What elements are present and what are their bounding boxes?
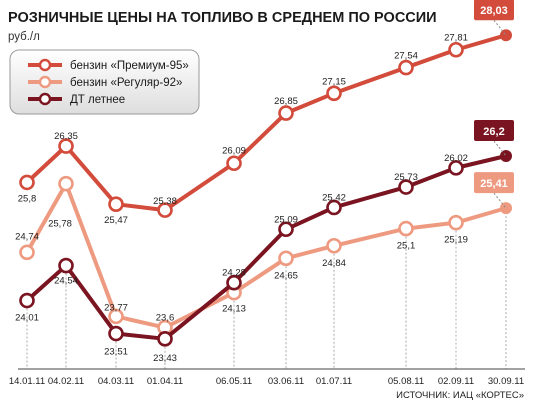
data-label-regular92: 25,19 — [444, 235, 468, 246]
date-guide-lines — [26, 216, 507, 369]
data-label-regular92: 25,78 — [48, 219, 72, 230]
data-point-diesel — [157, 331, 173, 347]
chart-title: РОЗНИЧНЫЕ ЦЕНЫ НА ТОПЛИВО В СРЕДНЕМ ПО Р… — [8, 10, 437, 26]
data-point-diesel — [58, 257, 74, 274]
data-point-diesel — [500, 150, 512, 162]
data-label-diesel: 25,09 — [274, 214, 298, 225]
last-value-badge — [474, 0, 514, 21]
data-label-premium95: 26,09 — [222, 145, 246, 156]
data-labels: 25,8 26,35 25,47 25,38 26,09 26,85 27,15 27,54 2… — [15, 0, 514, 364]
data-point-regular92 — [58, 175, 74, 192]
data-label-premium95: 27,81 — [444, 33, 468, 44]
data-point-diesel — [448, 160, 464, 176]
last-value-leader — [493, 192, 507, 209]
series-lines — [19, 29, 512, 347]
data-point-premium95 — [157, 202, 173, 218]
x-tick-label: 14.01.11 — [9, 376, 45, 387]
legend-label-premium95: бензин «Премиум-95» — [70, 60, 189, 72]
data-label-diesel: 23,43 — [153, 353, 177, 364]
last-value-badge — [474, 172, 514, 194]
data-point-premium95 — [448, 41, 464, 58]
data-point-regular92 — [108, 308, 124, 325]
data-label-regular92: 25,1 — [397, 241, 416, 252]
legend-label-diesel: ДТ летнее — [70, 94, 125, 106]
data-label-regular92: 23,77 — [104, 302, 128, 313]
last-value-leader — [493, 140, 507, 157]
data-point-diesel — [278, 221, 294, 238]
x-tick-label: 03.06.11 — [268, 376, 304, 387]
last-value-leader — [493, 19, 507, 36]
legend-marker-diesel — [38, 92, 52, 106]
data-label-regular92: 24,13 — [222, 304, 246, 315]
last-value-label: 25,41 — [480, 178, 508, 190]
series-line-diesel — [25, 154, 508, 341]
series-line-regular92 — [25, 181, 508, 330]
data-label-premium95: 25,38 — [153, 196, 177, 207]
data-point-premium95 — [278, 105, 294, 121]
data-label-regular92: 23,6 — [156, 313, 175, 324]
data-point-premium95 — [398, 59, 414, 76]
legend-marker-regular92 — [38, 75, 52, 89]
last-value-box-regular92: 25,41 — [474, 172, 514, 209]
data-point-regular92 — [19, 244, 35, 261]
data-point-premium95 — [226, 155, 242, 172]
x-axis: 14.01.11 04.02.11 04.03.11 01.04.11 06.05.11… — [9, 368, 525, 387]
x-tick-label: 01.07.11 — [316, 376, 352, 387]
data-label-diesel: 24,28 — [222, 268, 246, 279]
data-point-premium95 — [58, 138, 74, 154]
data-point-diesel — [398, 179, 414, 195]
x-tick-label: 02.09.11 — [438, 376, 474, 387]
data-label-premium95: 27,54 — [394, 51, 418, 62]
data-label-diesel: 26,02 — [444, 153, 468, 164]
x-tick-label: 06.05.11 — [216, 376, 252, 387]
data-point-premium95 — [500, 29, 512, 42]
data-label-regular92: 24,65 — [274, 270, 298, 281]
x-tick-label: 05.08.11 — [388, 376, 424, 387]
data-point-premium95 — [326, 85, 342, 102]
data-label-premium95: 25,47 — [104, 215, 128, 226]
data-point-diesel — [19, 292, 35, 309]
x-tick-label: 30.09.11 — [488, 376, 524, 387]
data-point-regular92 — [398, 220, 414, 237]
data-point-diesel — [108, 325, 124, 342]
data-label-diesel: 25,73 — [394, 172, 418, 183]
legend-item-regular92: бензин «Регуляр-92» — [28, 75, 182, 89]
data-label-premium95: 26,85 — [274, 96, 298, 107]
source-note: ИСТОЧНИК: ИАЦ «КОРТЕС» — [396, 390, 524, 401]
last-value-box-premium95: 28,03 — [474, 0, 514, 36]
data-point-regular92 — [326, 237, 342, 254]
legend-item-diesel: ДТ летнее — [28, 92, 125, 106]
x-tick-label: 04.03.11 — [98, 376, 134, 387]
legend-label-regular92: бензин «Регуляр-92» — [70, 77, 182, 89]
last-value-label: 26,2 — [483, 126, 504, 138]
last-value-label: 28,03 — [480, 5, 508, 17]
data-point-diesel — [326, 199, 342, 216]
data-label-diesel: 24,01 — [15, 313, 39, 324]
series-line-premium95 — [25, 33, 508, 213]
last-value-box-diesel: 26,2 — [474, 120, 514, 157]
data-label-regular92: 24,74 — [15, 231, 39, 242]
data-label-regular92: 24,84 — [322, 258, 346, 269]
y-axis-unit: руб./л — [8, 31, 40, 43]
data-label-premium95: 27,15 — [322, 76, 346, 87]
legend: бензин «Премиум-95» бензин «Регуляр-92» … — [9, 49, 200, 115]
data-point-regular92 — [278, 250, 294, 267]
data-point-regular92 — [448, 214, 464, 231]
data-label-premium95: 25,8 — [18, 193, 37, 204]
data-label-diesel: 25,42 — [322, 192, 346, 203]
data-label-diesel: 24,54 — [54, 276, 78, 287]
data-label-premium95: 26,35 — [54, 131, 78, 142]
x-tick-label: 04.02.11 — [48, 376, 84, 387]
data-point-diesel — [226, 274, 242, 291]
legend-item-premium95: бензин «Премиум-95» — [28, 58, 189, 72]
data-point-premium95 — [19, 174, 35, 191]
data-label-diesel: 23,51 — [104, 347, 128, 358]
last-value-badge — [474, 120, 514, 141]
data-point-regular92 — [500, 202, 512, 215]
legend-marker-premium95 — [38, 58, 52, 72]
x-tick-label: 01.04.11 — [147, 376, 183, 387]
data-point-premium95 — [108, 196, 124, 212]
